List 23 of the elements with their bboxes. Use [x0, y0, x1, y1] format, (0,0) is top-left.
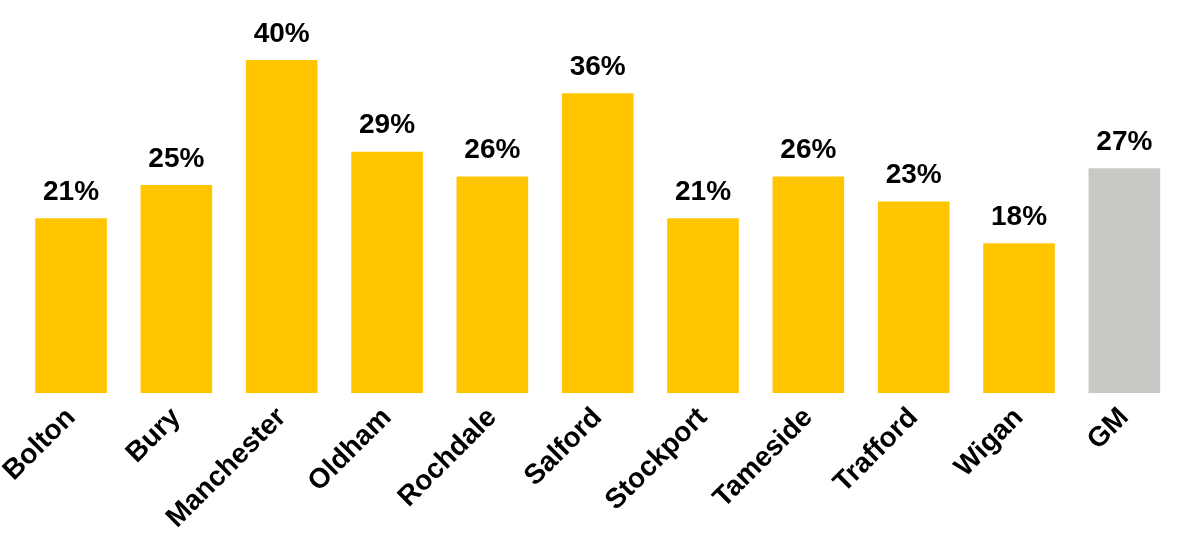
- data-label: 21%: [674, 174, 732, 206]
- data-label: 27%: [1096, 125, 1153, 157]
- bar: [456, 176, 529, 394]
- data-label: 18%: [990, 199, 1048, 231]
- data-label: 21%: [43, 174, 100, 206]
- bar: [983, 243, 1055, 394]
- bar: [245, 60, 318, 394]
- bar: [35, 218, 107, 394]
- bar: [1088, 168, 1161, 394]
- data-label: 36%: [569, 50, 626, 82]
- data-label: 23%: [885, 158, 942, 190]
- data-label: 25%: [148, 141, 205, 173]
- bar: [351, 151, 423, 394]
- x-tick-label: GM: [1080, 400, 1135, 455]
- bar: [140, 184, 213, 394]
- bar: [772, 176, 845, 394]
- data-label: 26%: [464, 133, 521, 165]
- bar: [877, 201, 950, 394]
- data-label: 29%: [359, 108, 416, 140]
- bar: [667, 218, 739, 394]
- data-label: 40%: [253, 16, 310, 48]
- data-label: 26%: [780, 133, 837, 165]
- bar: [561, 93, 634, 394]
